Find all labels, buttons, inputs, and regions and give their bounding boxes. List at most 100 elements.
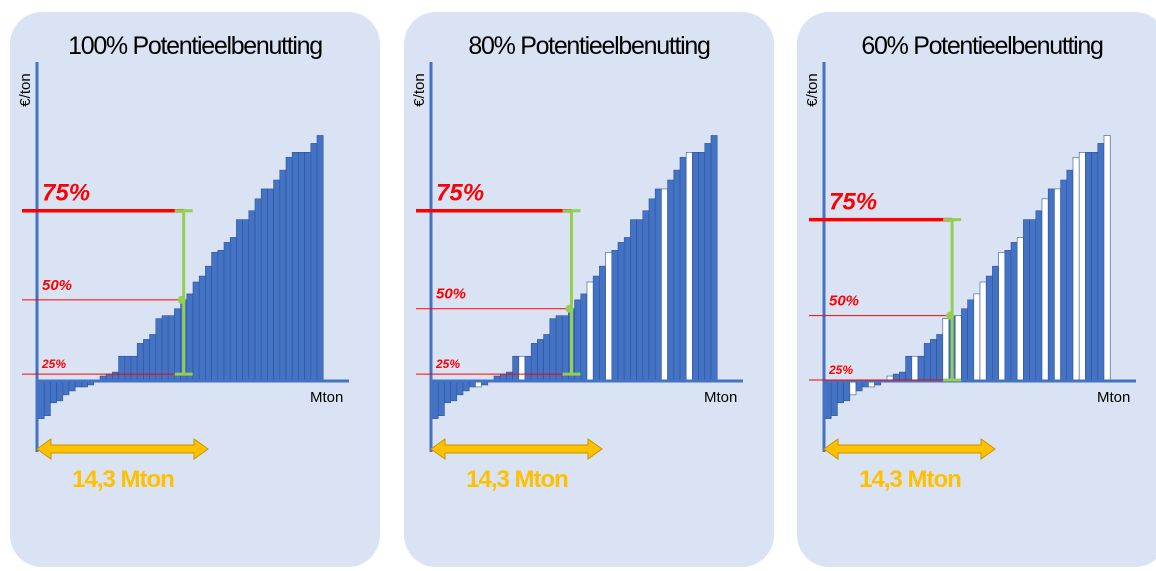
unused-bar — [942, 318, 950, 382]
chart-title: 60% Potentieelbenutting — [861, 32, 1103, 60]
cost-bar — [205, 265, 212, 382]
unused-bar — [973, 293, 981, 382]
cost-bar — [636, 219, 644, 382]
cost-bar — [905, 355, 913, 382]
unused-bar — [998, 252, 1006, 382]
cost-bar — [1023, 219, 1030, 382]
cost-bar — [456, 380, 464, 396]
cost-bar — [431, 380, 439, 419]
cost-bar — [930, 339, 937, 382]
range-label: 14,3 Mton — [859, 466, 961, 493]
range-label: 14,3 Mton — [466, 466, 568, 493]
cost-bar — [599, 265, 606, 382]
median-marker — [177, 295, 186, 304]
chart-panel-1: 100% Potentieelbenutting €/ton Mton 75% 50% 2… — [10, 12, 380, 567]
cost-bar — [279, 169, 287, 382]
chart-title: 80% Potentieelbenutting — [468, 32, 710, 60]
chart-svg-3: 60% Potentieelbenutting €/ton Mton 75% 50% 25… — [804, 32, 1136, 493]
cost-bar — [310, 143, 318, 382]
chart-svg-1: 100% Potentieelbenutting €/ton Mton 75% 50% 2… — [17, 32, 349, 493]
y-axis-label: €/ton — [17, 73, 34, 106]
cost-bar — [217, 250, 225, 382]
median-marker — [565, 304, 574, 313]
unused-bar — [605, 252, 613, 382]
cost-bar — [549, 318, 557, 382]
cost-bar — [161, 315, 169, 382]
y-axis-label: €/ton — [411, 73, 428, 106]
unused-bar — [1041, 198, 1049, 382]
p75-label: 75% — [829, 189, 877, 216]
cost-bar — [923, 343, 931, 382]
cost-bar — [642, 210, 650, 382]
cost-bar — [1004, 250, 1012, 382]
cost-bar — [118, 355, 126, 382]
cost-bar — [710, 135, 718, 382]
cost-bar — [524, 355, 532, 382]
cost-bar — [186, 293, 194, 382]
y-axis-label: €/ton — [804, 73, 821, 106]
cost-bar — [37, 380, 45, 419]
unused-bar — [911, 355, 919, 382]
cost-bar — [254, 198, 262, 382]
unused-bar — [1103, 135, 1111, 382]
cost-bar — [1029, 219, 1037, 382]
p75-label: 75% — [436, 180, 484, 207]
unused-bar — [1054, 188, 1061, 382]
cost-bar — [50, 380, 57, 404]
cost-bar — [1047, 188, 1055, 382]
cost-bar — [936, 334, 944, 382]
unused-bar — [518, 355, 526, 382]
p50-label: 50% — [436, 286, 466, 303]
cost-bar — [267, 188, 274, 382]
cost-bar — [298, 152, 305, 382]
p50-label: 50% — [829, 293, 859, 310]
cost-bar — [837, 380, 844, 404]
unused-bar — [979, 281, 987, 382]
cost-bar — [1091, 152, 1099, 382]
cost-bar — [56, 380, 64, 402]
cost-bar — [248, 210, 256, 382]
cost-bar — [654, 188, 662, 382]
unused-bar — [586, 281, 594, 382]
cost-bar — [574, 299, 582, 382]
chart-title: 100% Potentieelbenutting — [68, 32, 322, 60]
cost-bar — [130, 355, 138, 382]
cost-bar — [167, 315, 175, 382]
cost-bar — [673, 169, 681, 382]
cost-bar — [592, 275, 600, 382]
cost-bar — [124, 355, 132, 382]
cost-bar — [223, 242, 231, 382]
range-arrow — [36, 438, 209, 460]
cost-bar — [136, 343, 144, 382]
cost-bar — [1035, 210, 1043, 382]
unused-bar — [1016, 237, 1024, 382]
cost-bar — [291, 152, 299, 382]
cost-bar — [1097, 143, 1105, 382]
cost-bar — [824, 380, 832, 419]
range-arrow — [823, 438, 996, 460]
cost-bar — [617, 242, 625, 382]
cost-bar — [1085, 152, 1092, 382]
p25-label: 25% — [828, 363, 853, 377]
cost-bar — [555, 315, 563, 382]
p50-label: 50% — [42, 277, 72, 294]
x-axis-label: Mton — [310, 389, 343, 406]
cost-bar — [967, 299, 975, 382]
chart-svg-2: 80% Potentieelbenutting €/ton Mton 75% 50% 25… — [411, 32, 743, 493]
cost-bar — [648, 198, 656, 382]
cost-bar — [985, 275, 993, 382]
cost-bar — [62, 380, 70, 396]
cost-bar — [450, 380, 458, 402]
cost-bar — [630, 219, 637, 382]
cost-bar — [316, 135, 324, 382]
cost-bar — [692, 152, 699, 382]
cost-bar — [917, 355, 925, 382]
p25-label: 25% — [41, 357, 66, 371]
cost-bar — [561, 315, 569, 382]
cost-bar — [580, 293, 588, 382]
cost-bar — [304, 152, 312, 382]
unused-bar — [1078, 152, 1086, 382]
cost-bar — [192, 281, 200, 382]
chart-panel-3: 60% Potentieelbenutting €/ton Mton 75% 50% 25… — [797, 12, 1156, 567]
cost-bar — [211, 252, 219, 382]
